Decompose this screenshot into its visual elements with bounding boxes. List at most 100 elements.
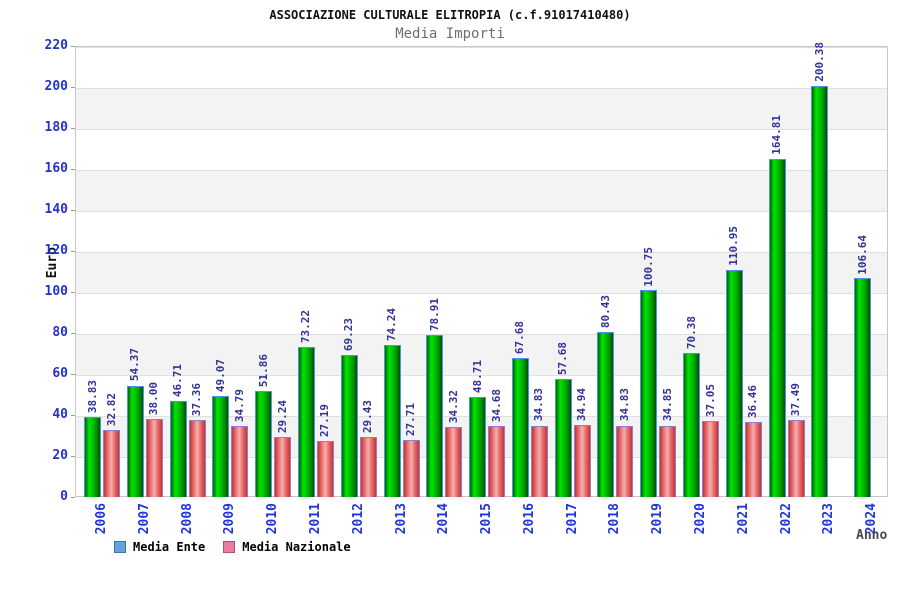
x-tick-label: 2011 xyxy=(307,503,323,535)
bar-value-label: 48.71 xyxy=(470,360,484,394)
bar-value-label: 73.22 xyxy=(299,309,313,343)
bar-media-nazionale xyxy=(702,421,720,497)
y-axis-tick xyxy=(71,456,75,457)
bar-value-label: 27.71 xyxy=(404,403,418,437)
bar-value-label: 164.81 xyxy=(770,115,784,156)
bar-value-label: 37.05 xyxy=(703,383,717,418)
bar-value-label: 49.07 xyxy=(213,359,227,393)
legend-label-media-nazionale: Media Nazionale xyxy=(242,540,351,554)
bar-media-nazionale xyxy=(103,429,120,497)
bar-value-label: 37.36 xyxy=(190,383,204,417)
x-tick-label: 2009 xyxy=(222,503,238,535)
bar-media-ente xyxy=(84,417,101,497)
bar-value-label: 37.49 xyxy=(789,383,803,417)
legend-swatch-media-nazionale-icon xyxy=(223,541,236,553)
bar-value-label: 32.82 xyxy=(104,392,118,426)
bar-media-nazionale xyxy=(231,425,249,497)
bar-value-label: 70.38 xyxy=(684,315,698,349)
grid-band xyxy=(76,88,887,129)
bar-value-label: 34.68 xyxy=(489,388,503,422)
legend-swatch-media-ente-icon xyxy=(114,541,126,553)
gridline xyxy=(76,375,887,376)
gridline xyxy=(76,334,887,335)
bar-media-nazionale xyxy=(616,425,634,497)
chart-title: ASSOCIAZIONE CULTURALE ELITROPIA (c.f.91… xyxy=(269,8,631,22)
bar-media-ente xyxy=(212,396,230,497)
x-tick-label: 2018 xyxy=(607,503,623,535)
bar-value-label: 38.83 xyxy=(85,380,99,414)
bar-value-label: 110.95 xyxy=(727,225,741,266)
bar-media-ente xyxy=(126,385,144,497)
bar-media-ente xyxy=(597,332,615,497)
y-axis-tick xyxy=(71,374,75,375)
bar-media-ente xyxy=(725,269,743,497)
y-tick-label: 180 xyxy=(44,120,68,135)
x-tick-label: 2019 xyxy=(650,503,666,535)
gridline xyxy=(76,129,887,130)
gridline xyxy=(76,170,887,171)
bar-value-label: 78.91 xyxy=(427,298,441,332)
bar-value-label: 46.71 xyxy=(171,364,185,398)
x-tick-label: 2007 xyxy=(136,503,152,535)
bar-media-ente xyxy=(854,278,872,497)
bar-value-label: 74.24 xyxy=(385,307,399,341)
y-tick-label: 200 xyxy=(44,79,68,94)
bar-value-label: 38.00 xyxy=(147,381,161,416)
x-tick-label: 2010 xyxy=(265,503,281,535)
bar-media-ente xyxy=(297,346,315,497)
y-axis-tick xyxy=(71,251,75,252)
x-tick-label: 2014 xyxy=(436,503,452,535)
bar-media-nazionale xyxy=(445,426,463,497)
bar-media-nazionale xyxy=(488,425,506,497)
y-tick-label: 100 xyxy=(44,284,68,299)
bar-media-nazionale xyxy=(659,425,677,497)
bar-media-nazionale xyxy=(573,425,591,497)
gridline xyxy=(76,47,887,48)
bar-media-ente xyxy=(554,378,572,497)
bar-value-label: 57.68 xyxy=(556,341,570,375)
bar-media-ente xyxy=(511,358,529,497)
y-axis-tick xyxy=(71,415,75,416)
bar-media-ente xyxy=(683,352,701,497)
grid-band xyxy=(76,334,887,375)
y-axis-tick xyxy=(71,292,75,293)
bar-media-nazionale xyxy=(744,422,762,497)
x-tick-label: 2013 xyxy=(393,503,409,535)
gridline xyxy=(76,252,887,253)
x-tick-label: 2020 xyxy=(693,503,709,535)
x-tick-label: 2008 xyxy=(179,503,195,535)
bar-value-label: 80.43 xyxy=(598,295,612,329)
bar-media-nazionale xyxy=(402,440,420,497)
bar-media-ente xyxy=(426,335,444,497)
bar-value-label: 34.79 xyxy=(232,388,246,422)
x-tick-label: 2015 xyxy=(479,503,495,535)
legend-item-media-ente: Media Ente xyxy=(114,540,205,554)
x-tick-label: 2006 xyxy=(94,503,109,535)
x-tick-label: 2022 xyxy=(778,503,794,535)
bar-media-nazionale xyxy=(145,419,163,497)
bar-media-nazionale xyxy=(274,437,292,497)
bar-media-ente xyxy=(255,390,273,497)
x-tick-label: 2023 xyxy=(821,503,837,535)
bar-value-label: 29.24 xyxy=(275,399,289,434)
legend: Media Ente Media Nazionale xyxy=(114,540,351,554)
bar-media-ente xyxy=(811,86,829,497)
x-tick-label: 2016 xyxy=(521,503,537,535)
bar-media-ente xyxy=(169,401,187,497)
bar-media-nazionale xyxy=(359,436,377,497)
x-axis-title: Anno xyxy=(856,528,888,543)
bar-media-ente xyxy=(383,344,401,497)
y-tick-label: 140 xyxy=(44,202,68,217)
bar-value-label: 29.43 xyxy=(361,399,375,433)
bar-value-label: 106.64 xyxy=(855,234,869,275)
bar-value-label: 34.85 xyxy=(660,388,674,422)
bar-value-label: 34.83 xyxy=(532,388,546,422)
y-tick-label: 40 xyxy=(52,407,68,422)
chart-subtitle: Media Importi xyxy=(395,26,505,42)
y-tick-label: 120 xyxy=(44,243,68,258)
bar-media-ente xyxy=(640,290,658,497)
bar-media-ente xyxy=(340,355,358,497)
x-tick-label: 2017 xyxy=(564,503,580,535)
bar-value-label: 34.83 xyxy=(617,388,631,422)
